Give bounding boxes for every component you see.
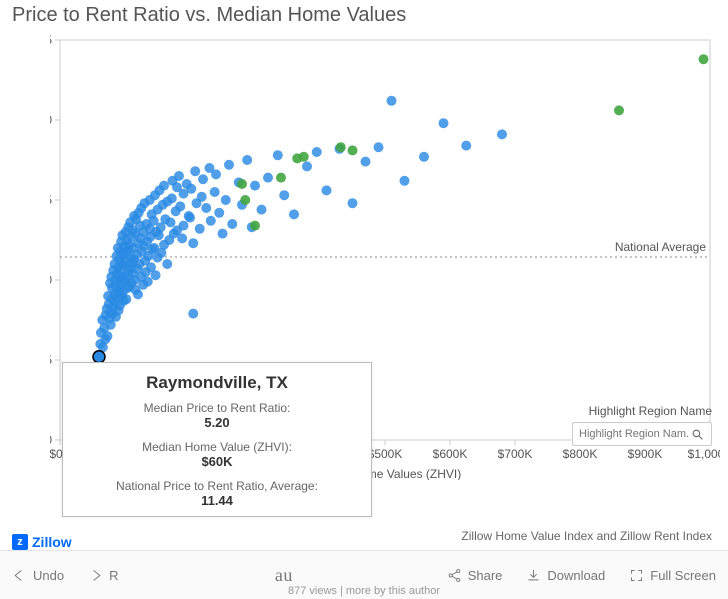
share-icon bbox=[447, 568, 462, 583]
download-label: Download bbox=[547, 568, 605, 583]
tooltip-value: 11.44 bbox=[77, 493, 357, 508]
tooltip-label: National Price to Rent Ratio, Average: bbox=[77, 479, 357, 493]
svg-text:National Average: National Average bbox=[615, 240, 707, 254]
fullscreen-label: Full Screen bbox=[650, 568, 716, 583]
chart-title: Price to Rent Ratio vs. Median Home Valu… bbox=[12, 4, 406, 27]
source-footnote: Zillow Home Value Index and Zillow Rent … bbox=[461, 529, 712, 543]
svg-text:$800K: $800K bbox=[563, 447, 598, 461]
tooltip: Raymondville, TX Median Price to Rent Ra… bbox=[62, 362, 372, 517]
svg-text:10: 10 bbox=[50, 273, 52, 287]
tooltip-value: $60K bbox=[77, 454, 357, 469]
share-label: Share bbox=[468, 568, 503, 583]
tooltip-title: Raymondville, TX bbox=[77, 373, 357, 393]
download-button[interactable]: Download bbox=[514, 568, 617, 583]
views-text: 877 views | more by this author bbox=[288, 585, 440, 597]
arrow-left-icon bbox=[12, 568, 27, 583]
highlight-search[interactable] bbox=[572, 422, 712, 446]
fullscreen-button[interactable]: Full Screen bbox=[617, 568, 728, 583]
svg-text:20: 20 bbox=[50, 113, 52, 127]
svg-text:$500K: $500K bbox=[368, 447, 403, 461]
svg-text:$1,000K: $1,000K bbox=[688, 447, 720, 461]
tooltip-label: Median Price to Rent Ratio: bbox=[77, 401, 357, 415]
redo-label: R bbox=[109, 568, 118, 583]
zillow-brand[interactable]: z Zillow bbox=[12, 534, 72, 550]
highlight-input[interactable] bbox=[577, 427, 691, 441]
fullscreen-icon bbox=[629, 568, 644, 583]
svg-text:5: 5 bbox=[50, 353, 52, 367]
download-icon bbox=[526, 568, 541, 583]
tooltip-value: 5.20 bbox=[77, 415, 357, 430]
redo-button[interactable]: R bbox=[76, 568, 130, 583]
tableau-logo[interactable]: a u bbox=[263, 565, 303, 586]
search-icon bbox=[691, 428, 704, 441]
arrow-right-icon bbox=[88, 568, 103, 583]
svg-text:$700K: $700K bbox=[498, 447, 533, 461]
tooltip-label: Median Home Value (ZHVI): bbox=[77, 440, 357, 454]
undo-button[interactable]: Undo bbox=[0, 568, 76, 583]
svg-text:0: 0 bbox=[50, 433, 52, 447]
zillow-icon: z bbox=[12, 534, 28, 550]
svg-text:$900K: $900K bbox=[628, 447, 663, 461]
undo-label: Undo bbox=[33, 568, 64, 583]
share-button[interactable]: Share bbox=[435, 568, 515, 583]
svg-text:15: 15 bbox=[50, 193, 52, 207]
legend-header: Highlight Region Name bbox=[572, 404, 712, 418]
legend: Highlight Region Name bbox=[572, 404, 712, 446]
svg-text:25: 25 bbox=[50, 33, 52, 47]
zillow-label: Zillow bbox=[32, 534, 72, 550]
svg-text:$600K: $600K bbox=[433, 447, 468, 461]
